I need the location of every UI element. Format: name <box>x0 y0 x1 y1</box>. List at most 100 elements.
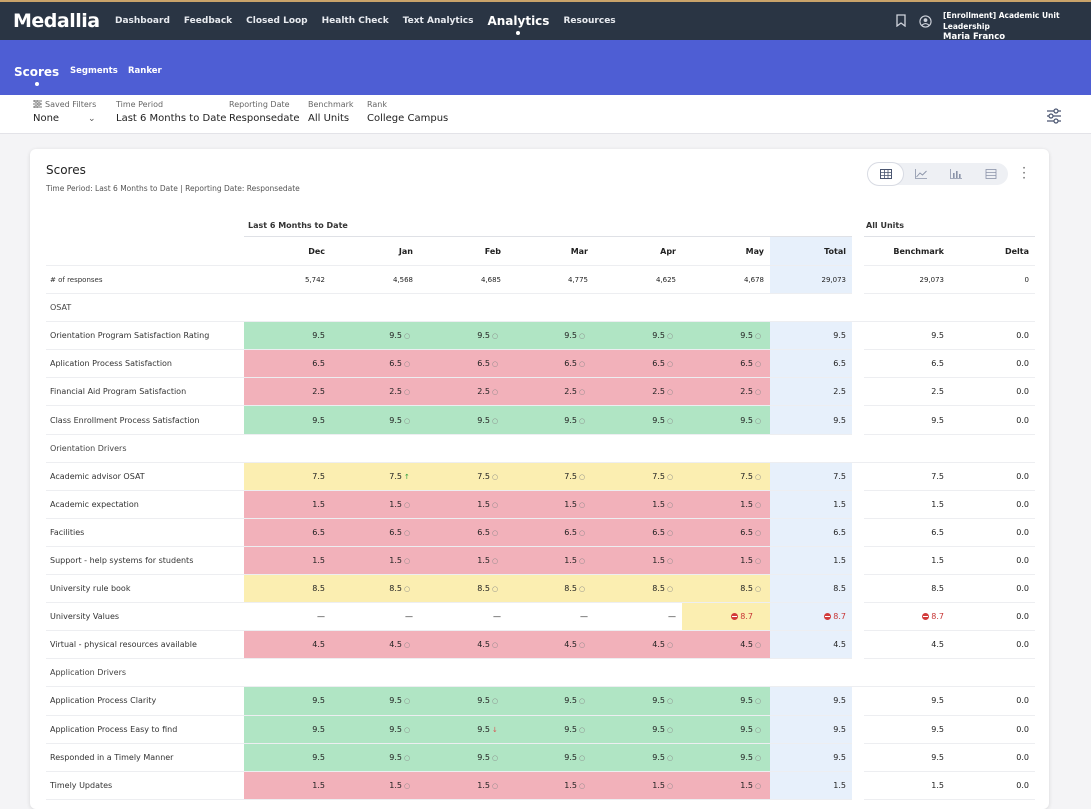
month-cell: 9.5 ○ <box>331 405 419 435</box>
nav-analytics[interactable]: Analytics <box>487 14 550 35</box>
month-cell-value: 1.5 <box>312 780 325 790</box>
month-cell: 7.5 ↑ <box>331 462 419 491</box>
month-cell: 7.5 <box>244 462 331 491</box>
month-cell: 4.5 ○ <box>331 630 419 660</box>
month-cell-value: 1.5 <box>652 780 665 790</box>
table-row[interactable]: Aplication Process Satisfaction 6.5 6.5 ○ 6.… <box>46 349 1035 379</box>
trend-flat-icon: ○ <box>404 781 411 790</box>
table-row[interactable]: Class Enrollment Process Satisfaction 9.5… <box>46 405 1035 435</box>
col-may[interactable]: May <box>682 236 770 266</box>
time-period-filter[interactable]: Time Period Last 6 Months to Date <box>116 100 226 124</box>
row-name[interactable]: Responded in a Timely Manner <box>46 743 244 772</box>
row-name[interactable]: University Values <box>46 602 244 632</box>
table-row[interactable]: Financial Aid Program Satisfaction 2.5 2.5… <box>46 377 1035 407</box>
table-row[interactable]: University Values — — — — — 8.7 8.7 8.7 0.0 <box>46 602 1035 632</box>
nav-health-check[interactable]: Health Check <box>321 16 389 26</box>
nav-resources[interactable]: Resources <box>563 16 616 26</box>
saved-filters-dropdown[interactable]: Saved Filters None <box>33 99 97 124</box>
month-cell-value: 6.5 <box>477 359 490 369</box>
benchmark-cell-value: 9.5 <box>931 696 944 706</box>
list-view-button[interactable] <box>973 163 1008 185</box>
month-cell: 9.5 <box>244 321 331 351</box>
user-profile-icon[interactable] <box>919 15 932 28</box>
nav-closed-loop[interactable]: Closed Loop <box>246 16 308 26</box>
row-name[interactable]: University rule book <box>46 574 244 604</box>
settings-sliders-icon[interactable] <box>1046 108 1062 124</box>
month-cell: 2.5 ○ <box>682 377 770 407</box>
trend-flat-icon: ○ <box>492 332 499 341</box>
tab-segments[interactable]: Segments <box>70 66 118 76</box>
table-row[interactable]: Support - help systems for students 1.5 1.… <box>46 546 1035 576</box>
main-nav: Dashboard Feedback Closed Loop Health Ch… <box>115 2 630 40</box>
col-mar[interactable]: Mar <box>507 236 594 266</box>
row-name[interactable]: Aplication Process Satisfaction <box>46 349 244 379</box>
nav-feedback[interactable]: Feedback <box>183 16 233 26</box>
line-chart-view-button[interactable] <box>903 163 938 185</box>
col-feb[interactable]: Feb <box>419 236 507 266</box>
benchmark-filter[interactable]: Benchmark All Units <box>308 100 354 124</box>
responses-cell-value: 4,685 <box>480 275 501 284</box>
col-apr[interactable]: Apr <box>594 236 682 266</box>
saved-filters-label-text: Saved Filters <box>45 100 97 109</box>
col-delta[interactable]: Delta <box>950 236 1035 266</box>
table-row[interactable]: Responded in a Timely Manner 9.5 9.5 ○ 9.5 ○ 9… <box>46 743 1035 772</box>
table-row[interactable]: Timely Updates 1.5 1.5 ○ 1.5 ○ 1.5 ○ 1.5 ○ 1.5 ○ 1.5… <box>46 771 1035 800</box>
user-menu[interactable]: [Enrollment] Academic Unit Leadership Ma… <box>943 10 1091 43</box>
tab-ranker[interactable]: Ranker <box>128 66 162 76</box>
benchmark-cell: 4.5 <box>864 630 950 660</box>
table-row[interactable]: Application Process Easy to find 9.5 9.5 ○ 9… <box>46 715 1035 744</box>
gap-cell <box>852 518 864 546</box>
benchmark-cell: 1.5 <box>864 771 950 800</box>
nav-dashboard[interactable]: Dashboard <box>115 16 170 26</box>
row-name[interactable]: Class Enrollment Process Satisfaction <box>46 405 244 435</box>
chevron-down-icon[interactable]: ⌄ <box>88 114 96 124</box>
reporting-date-filter[interactable]: Reporting Date Responsedate <box>229 100 300 124</box>
col-jan[interactable]: Jan <box>331 236 419 266</box>
rank-filter[interactable]: Rank College Campus <box>367 100 448 124</box>
table-row[interactable]: Academic advisor OSAT 7.5 7.5 ↑ 7.5 ○ 7.5 ○ 7.5 ○… <box>46 462 1035 491</box>
nav-text-analytics[interactable]: Text Analytics <box>402 16 474 26</box>
bar-chart-view-button[interactable] <box>938 163 973 185</box>
table-row[interactable]: Orientation Program Satisfaction Rating 9… <box>46 321 1035 351</box>
col-dec[interactable]: Dec <box>244 236 331 266</box>
row-name[interactable]: Timely Updates <box>46 771 244 800</box>
medallia-logo[interactable]: Medallia <box>13 10 100 32</box>
table-row[interactable]: Virtual - physical resources available 4.… <box>46 630 1035 660</box>
col-total[interactable]: Total <box>770 236 852 266</box>
table-row[interactable]: Application Process Clarity 9.5 9.5 ○ 9.5 ○ 9.… <box>46 686 1035 716</box>
total-cell-value: 9.5 <box>833 331 846 341</box>
row-name[interactable]: Application Process Easy to find <box>46 715 244 744</box>
month-cell-value: 9.5 <box>312 752 325 762</box>
trend-up-icon: ↑ <box>404 472 410 481</box>
trend-flat-icon: ○ <box>755 641 762 650</box>
month-cell-value: 8.5 <box>740 584 753 594</box>
units-group-label: All Units <box>866 221 904 230</box>
delta-cell: 0.0 <box>950 743 1035 772</box>
row-name[interactable]: Support - help systems for students <box>46 546 244 576</box>
month-cell: 1.5 ○ <box>682 490 770 519</box>
month-cell: 8.5 ○ <box>331 574 419 604</box>
row-name[interactable]: Orientation Program Satisfaction Rating <box>46 321 244 351</box>
month-cell: 6.5 ○ <box>594 349 682 379</box>
row-name[interactable]: Application Process Clarity <box>46 686 244 716</box>
more-options-icon[interactable]: · · · <box>1022 161 1026 185</box>
tab-scores[interactable]: Scores <box>14 65 60 86</box>
table-row[interactable]: University rule book 8.5 8.5 ○ 8.5 ○ 8.5 ○ 8.5 ○ 8… <box>46 574 1035 604</box>
col-benchmark[interactable]: Benchmark <box>864 236 950 266</box>
table-row[interactable]: Facilities 6.5 6.5 ○ 6.5 ○ 6.5 ○ 6.5 ○ 6.5 ○ 6.5 6.5 0… <box>46 518 1035 547</box>
month-cell-value: 8.5 <box>652 584 665 594</box>
delta-cell-value: 0.0 <box>1016 752 1029 762</box>
month-cell: 1.5 ○ <box>507 771 594 800</box>
table-view-button[interactable] <box>868 163 903 185</box>
row-name[interactable]: Virtual - physical resources available <box>46 630 244 660</box>
month-cell: 1.5 ○ <box>419 771 507 800</box>
benchmark-cell: 8.7 <box>864 602 950 632</box>
responses-cell-value: 29,073 <box>919 275 945 284</box>
table-row[interactable]: Academic expectation 1.5 1.5 ○ 1.5 ○ 1.5 ○ 1.5 ○ 1… <box>46 490 1035 519</box>
row-name[interactable]: Academic advisor OSAT <box>46 462 244 491</box>
row-name[interactable]: Facilities <box>46 518 244 547</box>
month-cell-value: 6.5 <box>389 359 402 369</box>
row-name[interactable]: Financial Aid Program Satisfaction <box>46 377 244 407</box>
row-name[interactable]: Academic expectation <box>46 490 244 519</box>
bookmark-icon[interactable] <box>896 14 906 27</box>
